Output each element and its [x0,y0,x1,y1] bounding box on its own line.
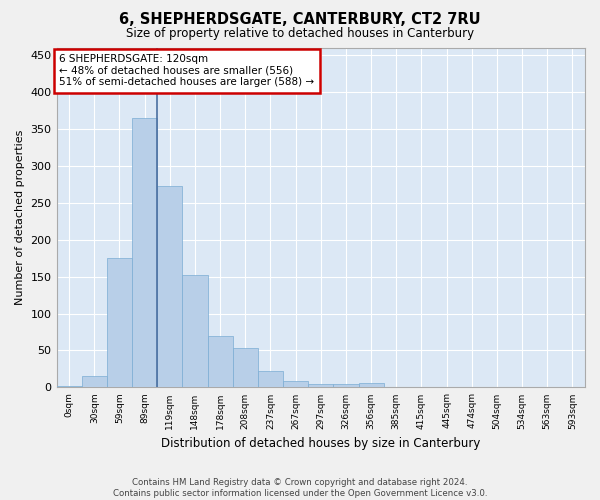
Bar [233,348,258,388]
Text: 6, SHEPHERDSGATE, CANTERBURY, CT2 7RU: 6, SHEPHERDSGATE, CANTERBURY, CT2 7RU [119,12,481,28]
Bar [334,384,359,388]
Text: Contains HM Land Registry data © Crown copyright and database right 2024.
Contai: Contains HM Land Registry data © Crown c… [113,478,487,498]
Bar [107,258,132,388]
Y-axis label: Number of detached properties: Number of detached properties [15,130,25,305]
Bar [359,383,383,388]
Bar [560,386,585,388]
Bar [82,376,107,388]
X-axis label: Distribution of detached houses by size in Canterbury: Distribution of detached houses by size … [161,437,481,450]
Bar [208,336,233,388]
Bar [182,275,208,388]
Bar [56,386,82,388]
Text: Size of property relative to detached houses in Canterbury: Size of property relative to detached ho… [126,28,474,40]
Bar [308,384,334,388]
Text: 6 SHEPHERDSGATE: 120sqm
← 48% of detached houses are smaller (556)
51% of semi-d: 6 SHEPHERDSGATE: 120sqm ← 48% of detache… [59,54,314,88]
Bar [157,186,182,388]
Bar [258,371,283,388]
Bar [132,118,157,388]
Bar [484,386,509,388]
Bar [283,381,308,388]
